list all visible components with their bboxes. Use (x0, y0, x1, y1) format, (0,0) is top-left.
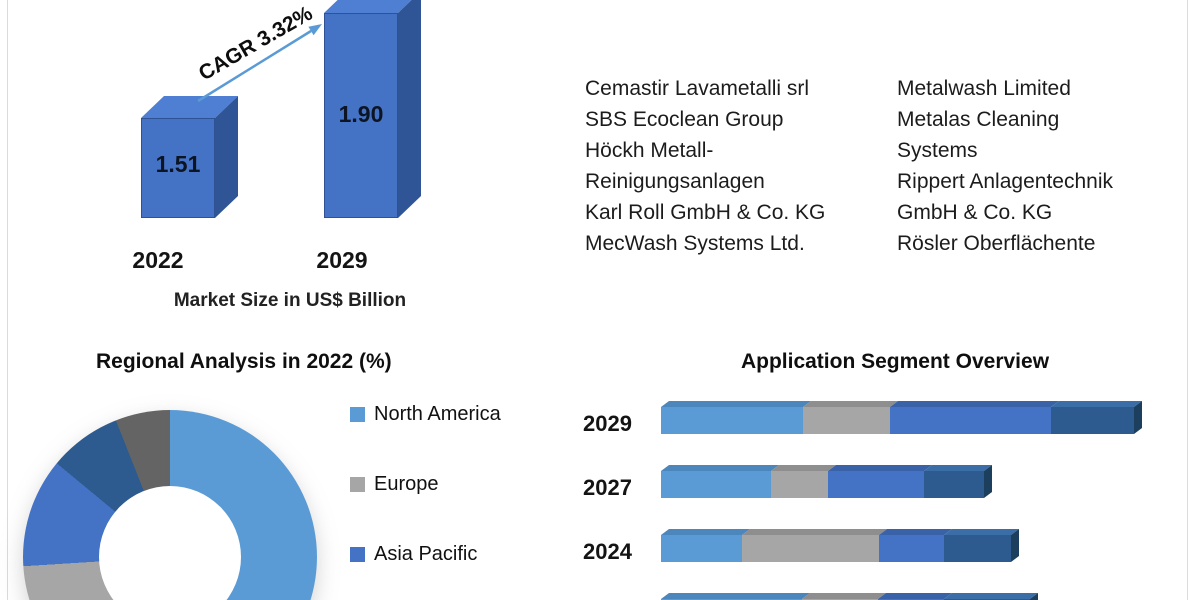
bar-2022 (141, 118, 215, 218)
company-name: Rösler Oberflächente (897, 232, 1096, 255)
cagr-growth-arrow-icon (197, 24, 322, 103)
bar-segment-top-face (879, 529, 952, 535)
market-axis-title: Market Size in US$ Billion (173, 290, 407, 311)
right-border-line (1187, 0, 1188, 600)
bar-segment-top-face (661, 593, 810, 599)
category-label: 2027 (583, 475, 632, 500)
bar-2022-top-face (141, 96, 238, 118)
bar-segment (742, 535, 879, 562)
bar-segment (828, 471, 924, 498)
company-name: Höckh Metall- (585, 139, 714, 162)
company-name: Rippert Anlagentechnik (897, 170, 1113, 193)
legend-swatch-icon (350, 407, 365, 422)
bar-segment-top-face (1051, 401, 1142, 407)
bar-segment-top-face (944, 529, 1019, 535)
bar-segment-top-face (771, 465, 836, 471)
bar-segment (1051, 407, 1134, 434)
bar-segment-top-face (803, 401, 898, 407)
category-label-2022: 2022 (132, 247, 184, 273)
bar-segment (771, 471, 828, 498)
company-name: SBS Ecoclean Group (585, 108, 784, 131)
company-column-left: Cemastir Lavametalli srl SBS Ecoclean Gro… (585, 73, 885, 259)
bar-2029-top-face (324, 0, 421, 13)
bar-segment (803, 407, 890, 434)
legend-item: North America (350, 403, 501, 426)
bar-end-cap (1011, 529, 1019, 562)
company-name: Metalas Cleaning (897, 108, 1060, 131)
category-label-2029: 2029 (316, 247, 368, 273)
legend-label: North America (374, 403, 501, 425)
bar-end-cap (1134, 401, 1142, 434)
category-label: 2024 (583, 539, 632, 564)
company-name: Metalwash Limited (897, 77, 1071, 100)
bar-segment-top-face (661, 465, 779, 471)
bar-segment (661, 407, 803, 434)
company-column-right: Metalwash Limited Metalas Cleaning Systems… (897, 73, 1197, 259)
bar-segment-top-face (802, 593, 886, 599)
category-label: 2029 (583, 411, 632, 436)
bar-segment-top-face (661, 401, 811, 407)
bar-segment-top-face (661, 529, 750, 535)
bar-segment-top-face (924, 465, 992, 471)
bar-segment (890, 407, 1051, 434)
legend-item: Europe (350, 473, 501, 496)
regional-donut-chart (23, 410, 317, 600)
bar-segment (661, 535, 742, 562)
bar-segment (944, 535, 1011, 562)
legend-swatch-icon (350, 547, 365, 562)
bar-segment (924, 471, 984, 498)
left-border-line (7, 0, 8, 600)
regional-legend: North America Europe Asia Pacific (350, 403, 501, 566)
bar-segment (661, 471, 771, 498)
company-name: GmbH & Co. KG (897, 201, 1053, 224)
bar-segment (879, 535, 944, 562)
bar-end-cap (984, 465, 992, 498)
legend-item: Asia Pacific (350, 543, 501, 566)
bar-2022-value: 1.51 (155, 151, 201, 177)
bar-segment-top-face (878, 593, 952, 599)
legend-label: Asia Pacific (374, 543, 478, 565)
legend-swatch-icon (350, 477, 365, 492)
company-name: Cemastir Lavametalli srl (585, 77, 810, 100)
bar-end-cap (1030, 593, 1038, 600)
company-name: Systems (897, 139, 978, 162)
regional-chart-title: Regional Analysis in 2022 (%) (96, 350, 392, 373)
bar-segment-top-face (944, 593, 1038, 599)
bar-segment-top-face (828, 465, 932, 471)
bar-2029-value: 1.90 (338, 101, 384, 127)
application-chart-title: Application Segment Overview (740, 350, 1050, 373)
legend-label: Europe (374, 473, 439, 495)
company-name: MecWash Systems Ltd. (585, 232, 805, 255)
company-name: Karl Roll GmbH & Co. KG (585, 201, 826, 224)
company-name: Reinigungsanlagen (585, 170, 765, 193)
bar-2029-side-face (398, 0, 421, 218)
bar-2029 (324, 13, 398, 218)
bar-segment-top-face (742, 529, 887, 535)
bar-2022-side-face (215, 96, 238, 218)
bar-segment-top-face (890, 401, 1059, 407)
